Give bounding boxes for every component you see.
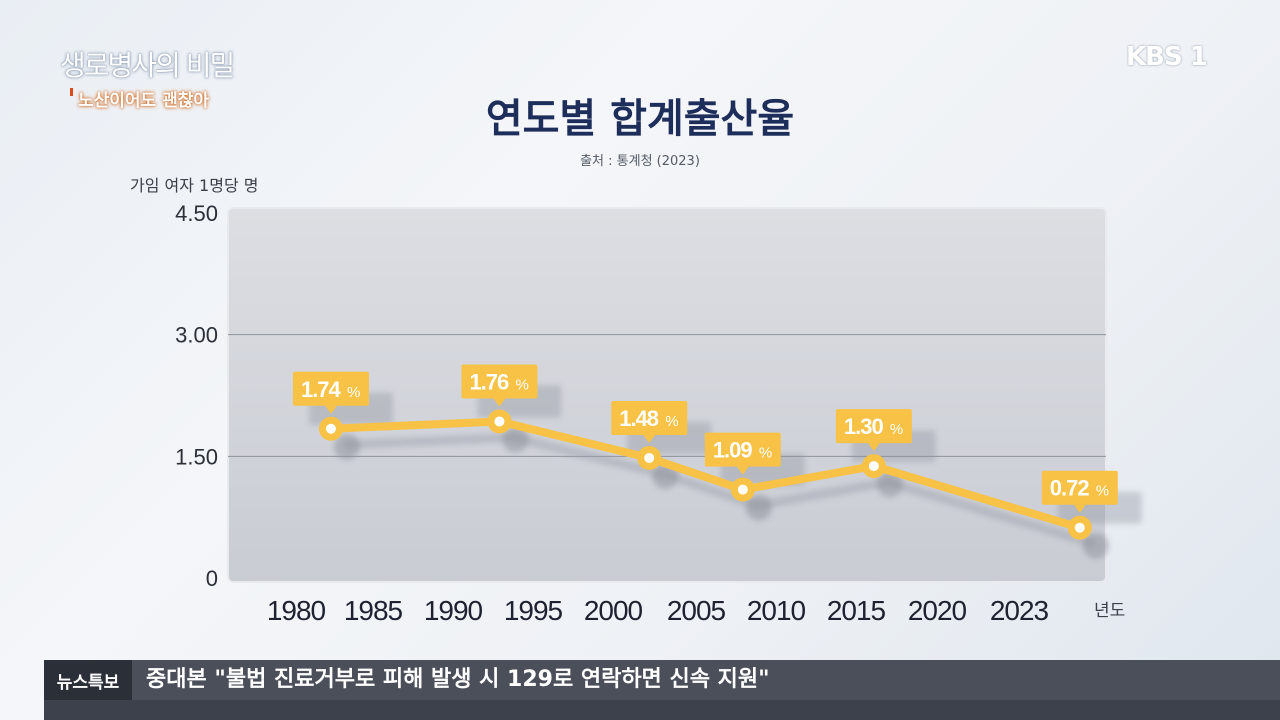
data-point-center — [325, 423, 336, 434]
data-label-value: 1.30 — [844, 414, 884, 439]
data-label-box — [292, 371, 369, 406]
data-label-pointer — [736, 466, 749, 475]
series-line — [326, 417, 1084, 532]
x-tick-label: 1985 — [344, 595, 403, 626]
x-tick-label: 2015 — [827, 595, 886, 626]
data-label-unit: % — [347, 384, 360, 401]
data-point-center — [737, 484, 748, 495]
data-label-unit: % — [665, 413, 678, 430]
data-label: 1.74% — [292, 371, 369, 414]
data-label-box — [1041, 470, 1118, 505]
data-point-center — [644, 452, 655, 463]
data-label-unit: % — [890, 421, 903, 438]
data-label: 1.30% — [835, 409, 912, 452]
data-label-pointer — [324, 405, 337, 414]
news-ticker-label: 뉴스특보 — [44, 660, 132, 700]
line-chart: 4.50 3.00 1.50 0 1980 1985 1990 1995 2000 2005 20… — [175, 201, 1142, 626]
data-label-value: 1.09 — [713, 438, 753, 463]
chart-title: 연도별 합계출산율 — [485, 96, 795, 142]
data-label-box — [835, 409, 912, 444]
y-tick-label: 0 — [206, 566, 218, 591]
x-tick-label: 1980 — [267, 595, 326, 626]
data-label-box — [611, 400, 688, 435]
x-tick-label: 2005 — [667, 595, 726, 626]
data-label-value: 1.76 — [469, 369, 509, 394]
x-tick-label: 2000 — [584, 595, 643, 626]
x-tick-label: 2020 — [908, 595, 967, 626]
data-point-center — [494, 416, 505, 427]
x-tick-label: 2023 — [990, 595, 1049, 626]
data-label: 0.72% — [1041, 470, 1118, 513]
point-shadow — [502, 426, 529, 453]
point-shadow — [1082, 532, 1109, 559]
point-shadow — [876, 471, 903, 498]
point-shadow — [745, 494, 772, 521]
data-label-value: 1.48 — [619, 406, 659, 431]
data-label-pointer — [1073, 504, 1086, 513]
data-label-unit: % — [759, 445, 772, 462]
data-point-center — [1074, 522, 1085, 533]
x-tick-label: 1995 — [504, 595, 563, 626]
x-axis-unit-label: 년도 — [1094, 601, 1126, 621]
y-tick-label: 1.50 — [175, 444, 218, 469]
news-ticker-bottom — [44, 700, 1280, 720]
data-label-box — [461, 364, 538, 399]
x-tick-label: 2010 — [747, 595, 806, 626]
show-title: 생로병사의 비밀 — [60, 49, 235, 82]
data-label-unit: % — [515, 376, 528, 393]
data-label: 1.76% — [461, 364, 538, 407]
x-tick-label: 1990 — [424, 595, 483, 626]
show-subtitle: 노산이어도 괜찮아 — [78, 91, 210, 111]
data-label-value: 0.72 — [1050, 476, 1090, 501]
data-label: 1.09% — [704, 432, 781, 475]
data-point-center — [868, 461, 879, 472]
data-label: 1.48% — [611, 400, 688, 443]
channel-logo: KBS 1 — [1126, 42, 1208, 72]
y-tick-label: 3.00 — [175, 323, 218, 348]
news-ticker-text: 중대본 "불법 진료거부로 피해 발생 시 129로 연락하면 신속 지원" — [146, 667, 770, 692]
series-line-shadow — [344, 432, 1096, 549]
data-label-value: 1.74 — [301, 377, 342, 402]
chart-source: 출처 : 통계청 (2023) — [580, 154, 700, 169]
data-label-pointer — [493, 398, 506, 407]
data-label-pointer — [643, 434, 656, 443]
show-subtitle-marker — [70, 88, 73, 96]
data-label-box — [704, 432, 781, 467]
data-label-pointer — [867, 443, 880, 452]
data-label-unit: % — [1096, 483, 1109, 500]
y-axis-unit-label: 가임 여자 1명당 명 — [130, 176, 259, 195]
y-tick-label: 4.50 — [175, 201, 218, 226]
point-shadow — [333, 433, 360, 460]
